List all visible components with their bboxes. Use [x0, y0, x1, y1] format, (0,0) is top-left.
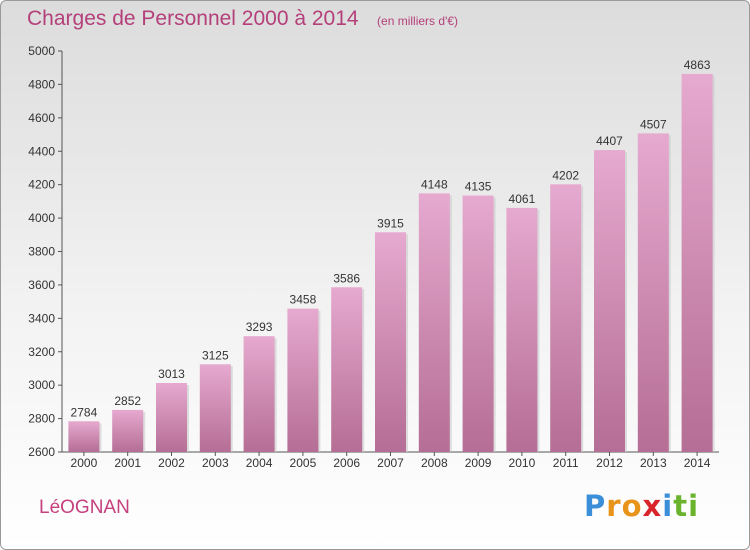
bar — [243, 336, 275, 452]
bar — [375, 232, 406, 452]
bar — [112, 409, 144, 452]
bar — [199, 364, 231, 452]
y-tick-label: 5000 — [28, 44, 55, 58]
data-label: 4863 — [684, 58, 711, 72]
x-tick-label: 2011 — [553, 456, 579, 470]
title-row: Charges de Personnel 2000 à 2014 (en mil… — [27, 7, 458, 31]
y-tick-label: 4200 — [28, 178, 55, 192]
x-tick-label: 2001 — [114, 456, 141, 470]
bar — [68, 421, 100, 452]
x-tick-label: 2007 — [377, 456, 404, 470]
bar — [594, 150, 625, 452]
bar — [462, 195, 494, 452]
y-tick-label: 3200 — [28, 345, 55, 359]
data-label: 4061 — [509, 192, 536, 206]
data-label: 4202 — [552, 168, 579, 182]
x-tick-label: 2006 — [333, 456, 360, 470]
bar — [287, 308, 319, 452]
x-tick-label: 2003 — [202, 456, 229, 470]
x-tick-label: 2014 — [684, 456, 711, 470]
data-label: 4507 — [640, 117, 667, 131]
data-label: 4148 — [421, 177, 448, 191]
bar — [681, 73, 713, 453]
y-tick-label: 4400 — [28, 144, 55, 158]
data-label: 3458 — [290, 293, 317, 307]
y-tick-label: 3600 — [28, 278, 55, 292]
x-tick-label: 2004 — [246, 456, 273, 470]
logo-letter: P — [584, 489, 607, 523]
chart-title: Charges de Personnel 2000 à 2014 — [27, 7, 359, 30]
x-tick-label: 2005 — [290, 456, 317, 470]
bar — [506, 207, 538, 452]
data-label: 3293 — [246, 320, 273, 334]
x-tick-label: 2008 — [421, 456, 448, 470]
bar — [418, 193, 450, 453]
y-tick-label: 2800 — [28, 412, 55, 426]
chart-subtitle: (en milliers d'€) — [377, 14, 459, 28]
logo-letter: r — [606, 489, 622, 523]
x-axis: 2000 2001 2002 2003 2004 2005 2006 2007 2008 2009… — [62, 451, 719, 470]
y-tick-label: 4800 — [28, 77, 55, 91]
logo-letter: i — [662, 489, 674, 523]
bar — [550, 184, 582, 452]
bars — [68, 73, 715, 453]
logo-letter: o — [621, 489, 643, 523]
bar — [637, 133, 669, 453]
commune-name: LéOGNAN — [39, 497, 130, 518]
data-label: 2784 — [71, 405, 98, 419]
logo-letter: i — [688, 489, 700, 523]
x-tick-label: 2012 — [596, 456, 623, 470]
y-axis: 2600 2800 3000 3200 3400 3600 3800 4000 4200 4400… — [28, 44, 63, 459]
y-tick-label: 3000 — [28, 378, 55, 392]
data-labels: 2784 2852 3013 3125 3293 3458 3586 3915 4148 4135… — [71, 58, 711, 419]
bar — [156, 382, 187, 452]
x-tick-label: 2000 — [71, 456, 98, 470]
data-label: 4135 — [465, 180, 492, 194]
logo-letter: x — [642, 489, 663, 523]
y-tick-label: 2600 — [28, 445, 55, 459]
logo-letter: t — [673, 489, 689, 523]
bar — [331, 287, 363, 452]
y-tick-label: 3800 — [28, 245, 55, 259]
proxiti-logo: Proxiti — [584, 489, 699, 523]
data-label: 3125 — [202, 348, 229, 362]
x-tick-label: 2002 — [158, 456, 185, 470]
x-tick-label: 2013 — [640, 456, 667, 470]
y-tick-label: 3400 — [28, 311, 55, 325]
data-label: 3586 — [333, 271, 360, 285]
data-label: 3915 — [377, 216, 404, 230]
x-tick-label: 2009 — [465, 456, 492, 470]
data-label: 4407 — [596, 134, 623, 148]
y-tick-label: 4600 — [28, 111, 55, 125]
data-label: 2852 — [114, 394, 141, 408]
y-tick-label: 4000 — [28, 211, 55, 225]
x-tick-label: 2010 — [509, 456, 536, 470]
data-label: 3013 — [158, 367, 185, 381]
